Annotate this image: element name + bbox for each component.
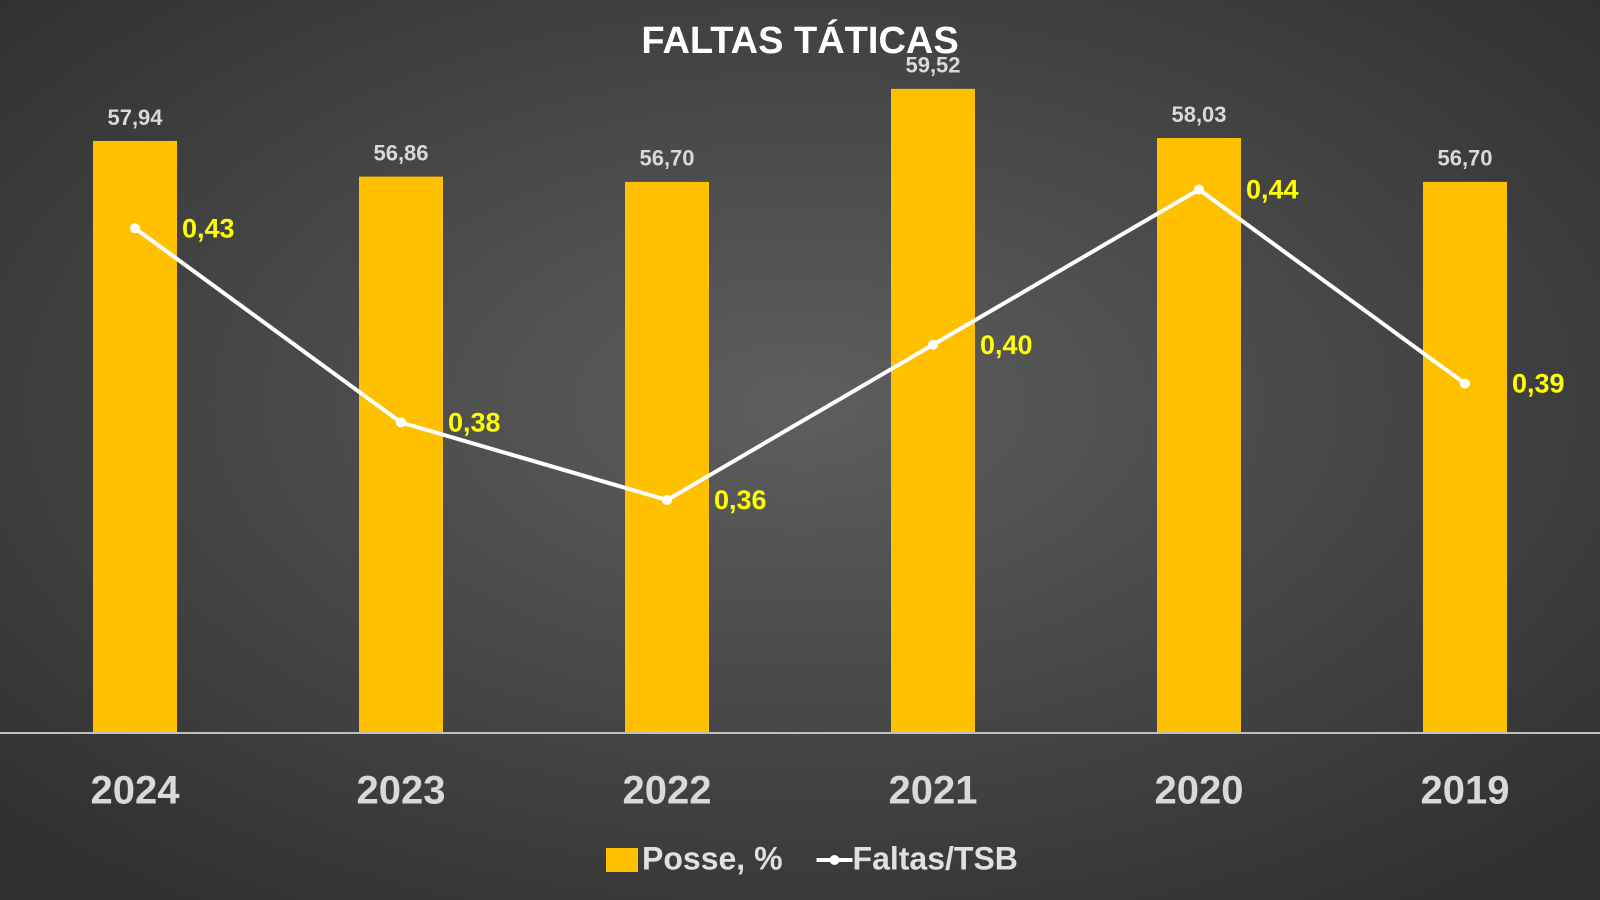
line-marker [928,339,938,350]
line-marker [396,417,406,428]
bar [359,176,443,733]
bar [891,88,975,734]
bar [625,181,709,733]
bar-value-label: 56,70 [639,146,694,171]
bar [1423,181,1507,733]
chart-title: FALTAS TÁTICAS [641,18,958,62]
x-tick-label: 2024 [91,769,181,813]
bar-value-label: 59,52 [905,53,960,78]
bar [93,140,177,734]
legend-swatch [606,848,638,872]
bar-value-label: 56,70 [1437,146,1492,171]
line-value-label: 0,39 [1512,369,1565,399]
line-value-label: 0,36 [714,485,767,515]
legend-label: Faltas/TSB [853,840,1018,876]
x-tick-label: 2019 [1421,769,1510,813]
x-tick-label: 2021 [889,769,978,813]
line-marker [1460,378,1470,389]
line-marker [662,495,672,506]
bar-value-label: 56,86 [373,140,428,165]
line-value-label: 0,40 [980,330,1033,360]
line-marker [1194,184,1204,195]
line [133,187,1467,503]
bar-value-label: 58,03 [1171,102,1226,127]
x-tick-label: 2023 [357,769,446,813]
line-marker [130,223,140,234]
x-tick-label: 2022 [623,769,712,813]
legend-label: Posse, % [642,840,783,876]
bar [1157,138,1241,733]
legend-marker [829,855,840,865]
line-value-label: 0,38 [448,408,501,438]
line-value-label: 0,44 [1246,175,1299,205]
bar-value-label: 57,94 [107,105,163,130]
line-value-label: 0,43 [182,213,235,243]
x-tick-label: 2020 [1155,769,1244,813]
